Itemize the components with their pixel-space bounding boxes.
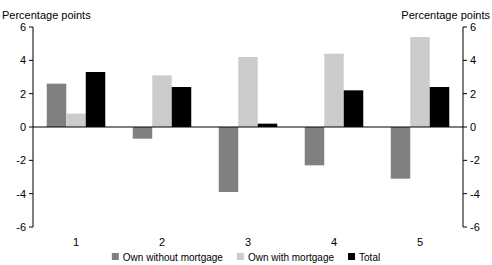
y2-tick bbox=[463, 160, 467, 161]
y-tick bbox=[29, 60, 33, 61]
y2-tick-label: -2 bbox=[470, 154, 480, 166]
legend-label: Own with mortgage bbox=[248, 252, 335, 263]
bar bbox=[133, 127, 153, 139]
x-tick-label: 1 bbox=[73, 236, 79, 248]
y-tick-label: -4 bbox=[16, 188, 26, 200]
bar bbox=[391, 127, 411, 179]
y2-tick-label: 6 bbox=[470, 21, 476, 33]
y2-tick bbox=[463, 60, 467, 61]
y-tick-label: 6 bbox=[20, 21, 26, 33]
y-tick bbox=[29, 27, 33, 28]
bar bbox=[172, 87, 192, 127]
bar bbox=[305, 127, 325, 165]
y2-tick-label: 4 bbox=[470, 54, 476, 66]
y-tick-label: 0 bbox=[20, 121, 26, 133]
y-tick bbox=[29, 193, 33, 194]
y2-tick-label: 0 bbox=[470, 121, 476, 133]
bar bbox=[324, 54, 344, 127]
legend-label: Total bbox=[359, 252, 380, 263]
y2-tick-label: -6 bbox=[470, 221, 480, 233]
y-tick bbox=[29, 160, 33, 161]
x-tick-label: 5 bbox=[417, 236, 423, 248]
y-axis-title: Percentage points bbox=[2, 9, 91, 21]
legend: Own without mortgage Own with mortgage Tot… bbox=[112, 252, 380, 263]
bar bbox=[410, 37, 430, 127]
x-tick-label: 4 bbox=[331, 236, 337, 248]
bar bbox=[344, 90, 364, 127]
legend-swatch bbox=[348, 253, 355, 260]
bar bbox=[66, 114, 86, 127]
y2-tick bbox=[463, 193, 467, 194]
y2-tick bbox=[463, 127, 467, 128]
chart: Percentage points Percentage points -6 -4 -2… bbox=[0, 0, 492, 265]
y2-tick-label: -4 bbox=[470, 188, 480, 200]
y2-tick bbox=[463, 93, 467, 94]
bar bbox=[47, 84, 67, 127]
y2-tick-label: 2 bbox=[470, 88, 476, 100]
bars bbox=[47, 37, 450, 192]
legend-swatch bbox=[237, 253, 244, 260]
zero-line bbox=[33, 127, 463, 128]
legend-swatch bbox=[112, 253, 119, 260]
y2-axis-title: Percentage points bbox=[401, 9, 490, 21]
y-tick-label: 4 bbox=[20, 54, 26, 66]
bar bbox=[238, 57, 258, 127]
y-tick bbox=[29, 93, 33, 94]
bar bbox=[430, 87, 450, 127]
y-tick bbox=[29, 127, 33, 128]
x-tick-label: 3 bbox=[245, 236, 251, 248]
y-tick-label: 2 bbox=[20, 88, 26, 100]
y-tick-label: -6 bbox=[16, 221, 26, 233]
bar bbox=[152, 75, 172, 127]
bar bbox=[86, 72, 106, 127]
legend-label: Own without mortgage bbox=[123, 252, 223, 263]
y2-tick bbox=[463, 227, 467, 228]
bar bbox=[219, 127, 239, 192]
y-tick bbox=[29, 227, 33, 228]
x-tick-label: 2 bbox=[159, 236, 165, 248]
y-tick-label: -2 bbox=[16, 154, 26, 166]
y2-tick bbox=[463, 27, 467, 28]
